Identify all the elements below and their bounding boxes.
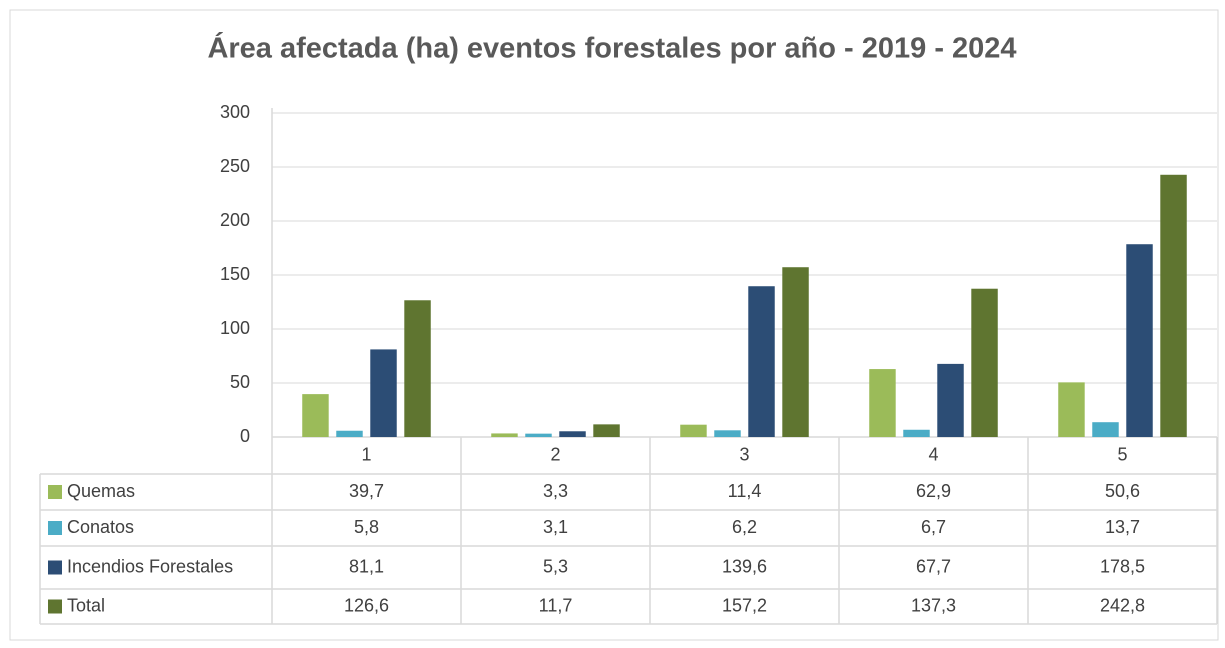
table-value: 11,4	[728, 481, 762, 501]
table-value: 178,5	[1100, 556, 1145, 576]
bar	[302, 394, 329, 437]
table-value: 62,9	[916, 481, 951, 501]
table-value: 5,3	[543, 556, 568, 576]
table-value: 3,3	[543, 481, 568, 501]
y-tick-label: 50	[230, 372, 250, 392]
bar	[1160, 174, 1187, 437]
table-value: 126,6	[344, 595, 389, 615]
table-value: 139,6	[722, 556, 767, 576]
x-tick-label: 5	[1117, 444, 1127, 464]
y-tick-label: 200	[220, 210, 250, 230]
bar	[903, 429, 930, 437]
chart-title: Área afectada (ha) eventos forestales po…	[207, 31, 1016, 65]
legend-key	[48, 560, 62, 575]
bar	[937, 363, 964, 437]
bar	[714, 430, 741, 437]
table-value: 5,8	[354, 517, 379, 537]
x-tick-label: 4	[928, 444, 938, 464]
table-value: 11,7	[539, 595, 573, 615]
table-value: 81,1	[349, 556, 384, 576]
table-value: 6,2	[732, 517, 757, 537]
legend-label: Total	[67, 595, 105, 615]
legend-label: Conatos	[67, 517, 134, 537]
legend-key	[48, 485, 62, 499]
bar	[748, 286, 775, 437]
legend-key	[48, 521, 62, 535]
bar	[1092, 422, 1119, 437]
chart-frame	[9, 9, 1219, 641]
bar	[971, 288, 998, 437]
table-value: 3,1	[543, 517, 568, 537]
bar	[404, 300, 431, 437]
table-value: 50,6	[1105, 481, 1140, 501]
table-value: 13,7	[1105, 517, 1140, 537]
bar	[782, 267, 809, 437]
x-tick-label: 3	[739, 444, 749, 464]
y-tick-label: 100	[220, 318, 250, 338]
bar	[1126, 244, 1153, 437]
bar	[869, 369, 896, 437]
table-value: 67,7	[916, 556, 951, 576]
bar	[336, 430, 363, 437]
bar	[680, 424, 707, 437]
legend-label: Quemas	[67, 481, 135, 501]
y-tick-label: 250	[220, 156, 250, 176]
bar	[525, 433, 552, 437]
bar	[1058, 382, 1085, 437]
bar	[370, 349, 397, 437]
table-value: 242,8	[1100, 595, 1145, 615]
x-tick-label: 2	[550, 444, 560, 464]
table-value: 6,7	[921, 517, 946, 537]
y-tick-label: 150	[220, 264, 250, 284]
x-tick-label: 1	[361, 444, 371, 464]
bar	[491, 433, 518, 437]
y-tick-label: 300	[220, 102, 250, 122]
legend-label: Incendios Forestales	[67, 556, 233, 576]
bar	[559, 431, 586, 437]
bar	[593, 424, 620, 437]
table-value: 137,3	[911, 595, 956, 615]
table-value: 39,7	[349, 481, 384, 501]
table-value: 157,2	[722, 595, 767, 615]
legend-key	[48, 599, 62, 614]
y-tick-label: 0	[240, 426, 250, 446]
